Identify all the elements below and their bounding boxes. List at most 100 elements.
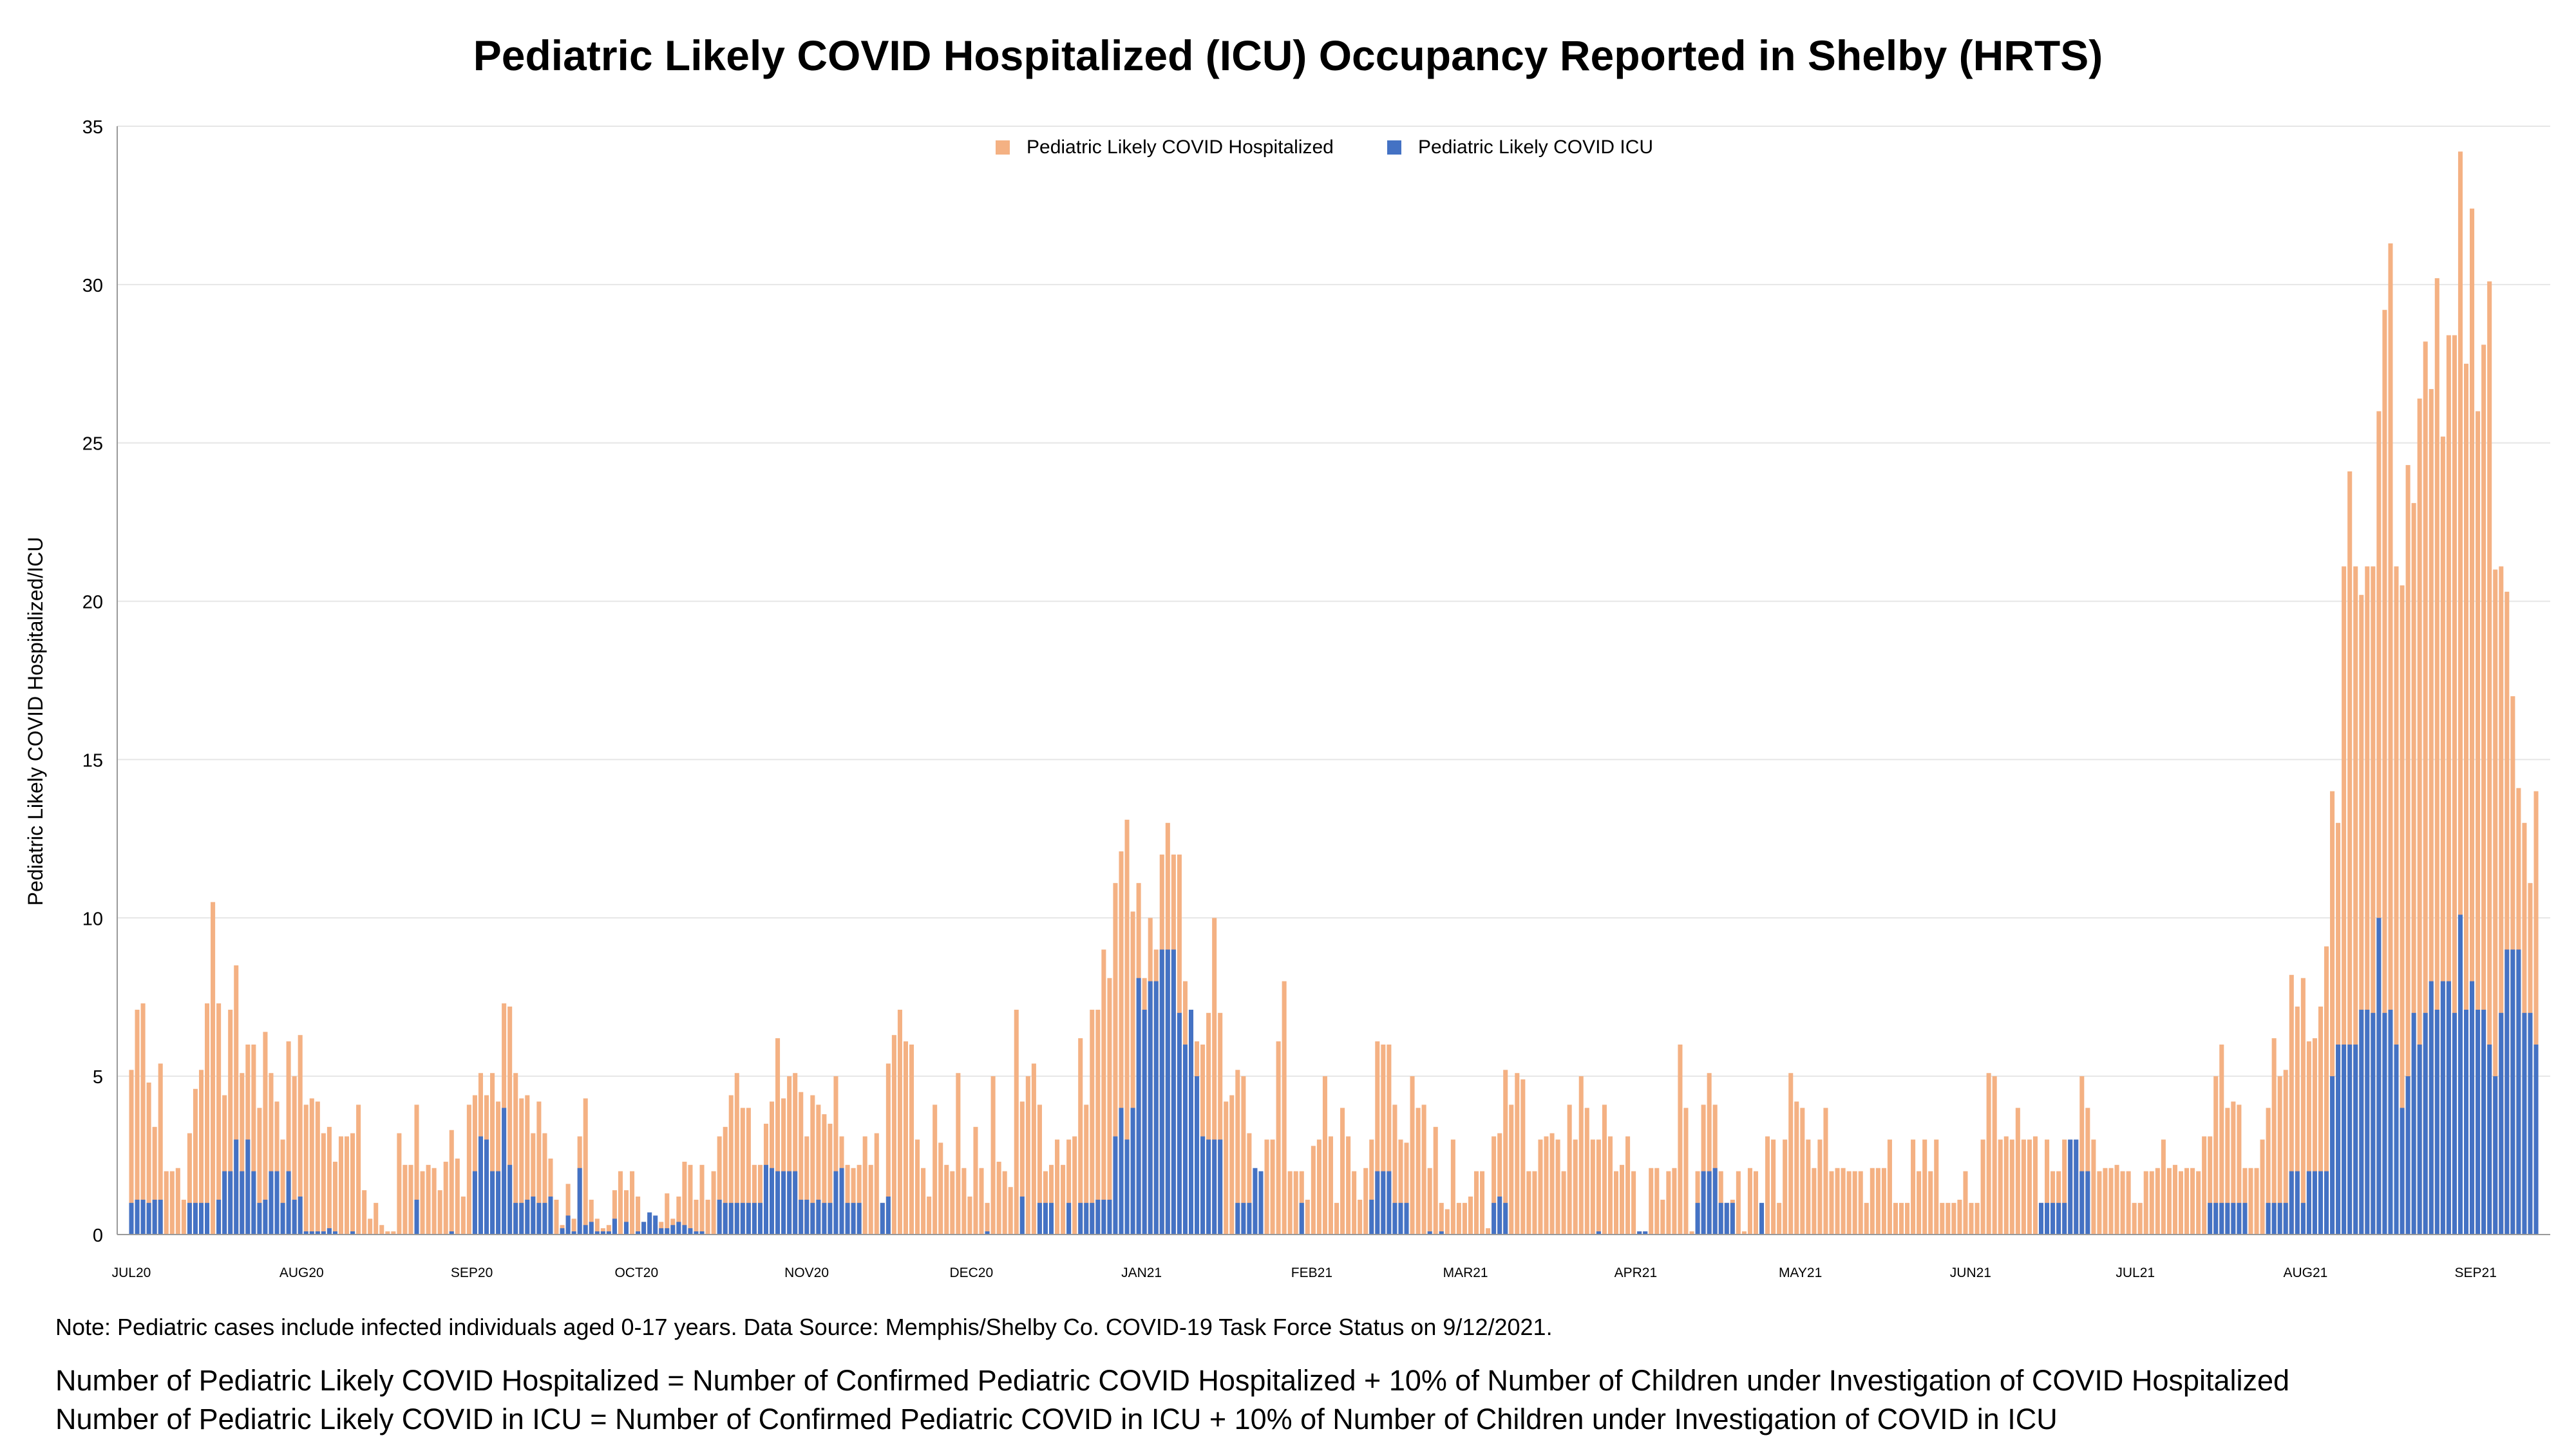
- bar-hospitalized: [391, 1231, 396, 1235]
- bar-hospitalized: [1620, 1164, 1625, 1235]
- bar-icu: [1113, 1136, 1118, 1235]
- bar-icu: [589, 1222, 594, 1235]
- bar-hospitalized: [1963, 1171, 1968, 1235]
- bar-hospitalized: [519, 1098, 524, 1235]
- bar-icu: [496, 1171, 501, 1235]
- bar-icu: [734, 1202, 739, 1235]
- bar-icu: [728, 1202, 734, 1235]
- bar-hospitalized: [682, 1161, 687, 1235]
- bar-icu: [1218, 1139, 1223, 1235]
- bar-hospitalized: [2423, 341, 2428, 1235]
- bar-hospitalized: [303, 1104, 308, 1235]
- bar-icu: [1369, 1199, 1374, 1235]
- bar-hospitalized: [1492, 1136, 1497, 1235]
- legend[interactable]: Pediatric Likely COVID Hospitalized Pedi…: [996, 137, 1653, 158]
- bar-hospitalized: [1287, 1171, 1293, 1235]
- bar-hospitalized: [187, 1133, 192, 1235]
- bar-hospitalized: [1631, 1171, 1636, 1235]
- bar-icu: [1258, 1171, 1264, 1235]
- bar-icu: [2277, 1202, 2282, 1235]
- bar-icu: [2266, 1202, 2271, 1235]
- bar-hospitalized: [1940, 1202, 1945, 1235]
- bar-hospitalized: [1573, 1139, 1578, 1235]
- bar-icu: [2522, 1012, 2527, 1235]
- bar-hospitalized: [1788, 1073, 1794, 1235]
- bar-hospitalized: [1549, 1133, 1555, 1235]
- bar-icu: [2271, 1202, 2277, 1235]
- bar-icu: [2300, 1202, 2306, 1235]
- bar-hospitalized: [1410, 1076, 1415, 1235]
- y-tick-label: 25: [82, 434, 103, 455]
- bar-icu: [1090, 1202, 1095, 1235]
- bar-hospitalized: [309, 1098, 314, 1235]
- formula-icu: Number of Pediatric Likely COVID in ICU …: [55, 1403, 2058, 1435]
- bar-icu: [245, 1139, 251, 1235]
- bar-hospitalized: [1835, 1168, 1840, 1235]
- bar-icu: [1392, 1202, 1397, 1235]
- bar-hospitalized: [2306, 1041, 2311, 1235]
- chart: 0 5 10 15 20 25 30 35 JUL20 AUG20 SEP20 OCT20 NOV20 D…: [24, 117, 2550, 1280]
- axes: [117, 126, 2550, 1235]
- bar-hospitalized: [2324, 946, 2329, 1235]
- bar-icu: [2085, 1171, 2090, 1235]
- bar-hospitalized: [1934, 1139, 1939, 1235]
- bar-icu: [1101, 1199, 1106, 1235]
- bar-hospitalized: [2487, 281, 2492, 1235]
- bar-hospitalized: [1613, 1171, 1619, 1235]
- bar-hospitalized: [1672, 1168, 1677, 1235]
- bar-hospitalized: [240, 1073, 245, 1235]
- bar-hospitalized: [1433, 1126, 1438, 1235]
- bar-hospitalized: [1689, 1231, 1694, 1235]
- bar-hospitalized: [1328, 1136, 1333, 1235]
- bar-hospitalized: [1736, 1171, 1741, 1235]
- bar-hospitalized: [1456, 1202, 1461, 1235]
- bar-icu: [775, 1171, 781, 1235]
- bar-hospitalized: [135, 1009, 140, 1235]
- bar-hospitalized: [2190, 1168, 2195, 1235]
- y-axis-label: Pediatric Likely COVID Hospitalized/ICU: [24, 537, 47, 906]
- bar-icu: [606, 1231, 611, 1235]
- bar-icu: [2423, 1012, 2428, 1235]
- bar-hospitalized: [437, 1190, 442, 1235]
- bar-hospitalized: [414, 1104, 419, 1235]
- bar-icu: [2405, 1076, 2410, 1235]
- bar-hospitalized: [2365, 566, 2370, 1235]
- bar-hospitalized: [2312, 1038, 2317, 1235]
- bar-hospitalized: [460, 1196, 466, 1235]
- bar-hospitalized: [1375, 1041, 1380, 1235]
- bar-icu: [752, 1202, 757, 1235]
- bar-hospitalized: [2091, 1139, 2096, 1235]
- bar-hospitalized: [1858, 1171, 1863, 1235]
- bar-icu: [659, 1228, 664, 1235]
- bar-hospitalized: [1806, 1139, 1811, 1235]
- bar-hospitalized: [1119, 851, 1124, 1235]
- legend-label-hospitalized[interactable]: Pediatric Likely COVID Hospitalized: [1027, 137, 1334, 158]
- bar-hospitalized: [2242, 1168, 2248, 1235]
- bar-hospitalized: [933, 1104, 938, 1235]
- bar-hospitalized: [2178, 1171, 2184, 1235]
- bar-icu: [321, 1231, 326, 1235]
- bar-hospitalized: [2172, 1164, 2177, 1235]
- bar-icu: [2242, 1202, 2248, 1235]
- bar-icu: [484, 1139, 489, 1235]
- bar-hospitalized: [2476, 411, 2481, 1235]
- bar-icu: [2324, 1171, 2329, 1235]
- bar-hospitalized: [1817, 1139, 1823, 1235]
- legend-label-icu[interactable]: Pediatric Likely COVID ICU: [1418, 137, 1653, 158]
- bar-icu: [2470, 981, 2475, 1235]
- bar-hospitalized: [1316, 1139, 1321, 1235]
- bar-icu: [2074, 1139, 2079, 1235]
- bar-hospitalized: [1369, 1139, 1374, 1235]
- bar-hospitalized: [1992, 1076, 1997, 1235]
- bar-hospitalized: [2347, 471, 2353, 1235]
- bar-hospitalized: [269, 1073, 274, 1235]
- bar-hospitalized: [350, 1133, 355, 1235]
- bar-hospitalized: [1864, 1202, 1869, 1235]
- bar-icu: [502, 1108, 507, 1235]
- bar-icu: [269, 1171, 274, 1235]
- bar-hospitalized: [1486, 1228, 1491, 1235]
- bar-icu: [2463, 1009, 2469, 1235]
- bar-hospitalized: [2505, 591, 2510, 1235]
- bar-hospitalized: [1526, 1171, 1531, 1235]
- bar-hospitalized: [1509, 1104, 1514, 1235]
